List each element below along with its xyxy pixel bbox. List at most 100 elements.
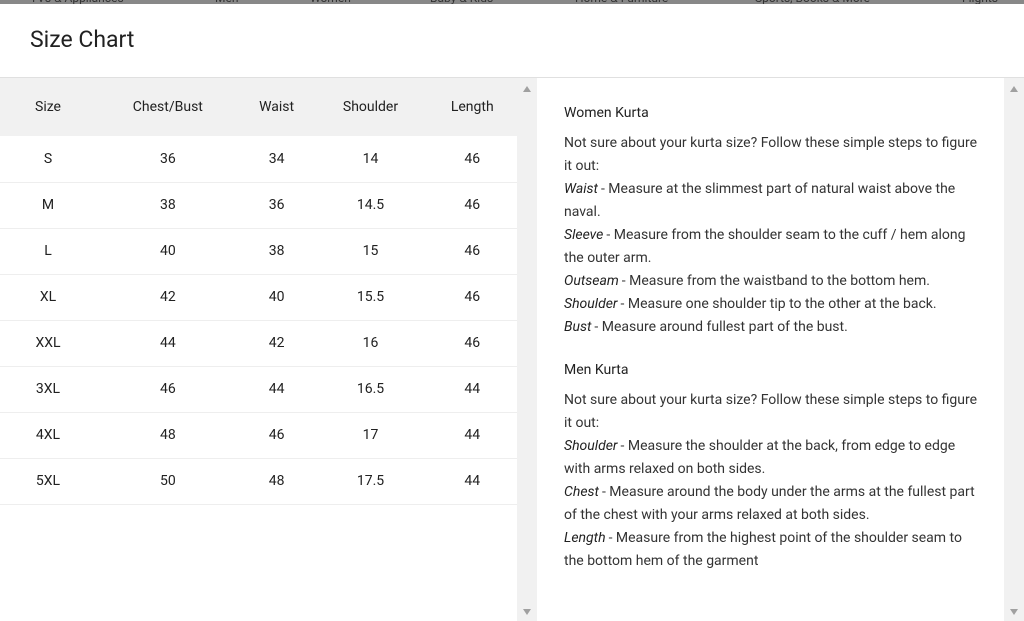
guide-item: Length - Measure from the highest point o… xyxy=(564,527,979,573)
size-table-panel: Size Chest/Bust Waist Shoulder Length S 36 34 14… xyxy=(0,78,517,621)
guide-term: Chest xyxy=(564,484,599,500)
guide-text: - Measure from the waistband to the bott… xyxy=(621,273,930,289)
table-row: M 38 36 14.5 46 xyxy=(0,182,517,229)
table-cell: 46 xyxy=(96,366,240,413)
table-cell: 46 xyxy=(427,136,517,183)
table-cell: 44 xyxy=(427,412,517,459)
guide-term: Sleeve xyxy=(564,227,604,243)
table-cell: 38 xyxy=(96,182,240,229)
table-row: L 40 38 15 46 xyxy=(0,228,517,275)
table-cell: L xyxy=(0,228,96,275)
table-header: Size Chest/Bust Waist Shoulder Length xyxy=(0,78,517,136)
table-cell: 17.5 xyxy=(313,458,428,505)
table-cell: 42 xyxy=(96,274,240,321)
table-cell: M xyxy=(0,182,96,229)
guide-term: Bust xyxy=(564,319,592,335)
guide-item: Bust - Measure around fullest part of the… xyxy=(564,316,979,339)
table-cell: 4XL xyxy=(0,412,96,459)
guide-term: Shoulder xyxy=(564,438,618,454)
guide-term: Length xyxy=(564,530,606,546)
nav-link[interactable]: Flights xyxy=(962,0,998,4)
guide-section: Women Kurta Not sure about your kurta siz… xyxy=(564,102,979,339)
table-row: XL 42 40 15.5 46 xyxy=(0,274,517,321)
scrollbar[interactable] xyxy=(1004,78,1024,621)
guide-text: - Measure from the shoulder seam to the … xyxy=(564,227,966,266)
table-cell: 16 xyxy=(313,320,428,367)
guide-item: Chest - Measure around the body under the… xyxy=(564,481,979,527)
table-row: 5XL 50 48 17.5 44 xyxy=(0,458,517,505)
nav-link[interactable]: Women xyxy=(310,0,351,4)
table-cell: 46 xyxy=(427,320,517,367)
nav-link[interactable]: Men xyxy=(215,0,238,4)
guide-item: Shoulder - Measure the shoulder at the ba… xyxy=(564,435,979,481)
table-cell: 38 xyxy=(239,228,314,275)
table-cell: 44 xyxy=(239,366,314,413)
guide-term: Waist xyxy=(564,181,598,197)
guide-intro: Not sure about your kurta size? Follow t… xyxy=(564,135,978,174)
nav-link[interactable]: Sports, Books & More xyxy=(755,0,870,4)
guide-term: Outseam xyxy=(564,273,619,289)
size-table: Size Chest/Bust Waist Shoulder Length S 36 34 14… xyxy=(0,78,517,505)
table-cell: 3XL xyxy=(0,366,96,413)
table-row: 3XL 46 44 16.5 44 xyxy=(0,366,517,413)
nav-link[interactable]: Baby & Kids xyxy=(430,0,493,4)
guide-item: Sleeve - Measure from the shoulder seam t… xyxy=(564,224,979,270)
column-header: Shoulder xyxy=(313,78,428,136)
nav-link[interactable]: Home & Furniture xyxy=(575,0,668,4)
nav-link[interactable]: TVs & Appliances xyxy=(30,0,124,4)
measure-guide: Women Kurta Not sure about your kurta siz… xyxy=(538,78,1005,621)
table-cell: XXL xyxy=(0,320,96,367)
table-cell: 15 xyxy=(313,228,428,275)
table-cell: 42 xyxy=(239,320,314,367)
table-cell: 40 xyxy=(96,228,240,275)
table-cell: 44 xyxy=(427,458,517,505)
guide-text: - Measure the shoulder at the back, from… xyxy=(564,438,956,477)
table-cell: 48 xyxy=(96,412,240,459)
table-row: 4XL 48 46 17 44 xyxy=(0,412,517,459)
guide-text: - Measure around the body under the arms… xyxy=(564,484,975,523)
table-cell: 36 xyxy=(96,136,240,183)
table-cell: 16.5 xyxy=(313,366,428,413)
table-cell: XL xyxy=(0,274,96,321)
table-cell: 5XL xyxy=(0,458,96,505)
table-cell: 44 xyxy=(427,366,517,413)
guide-text: - Measure from the highest point of the … xyxy=(564,530,962,569)
table-row: S 36 34 14 46 xyxy=(0,136,517,183)
divider xyxy=(0,77,1024,78)
guide-intro: Not sure about your kurta size? Follow t… xyxy=(564,392,978,431)
guide-section: Men Kurta Not sure about your kurta size?… xyxy=(564,359,979,573)
guide-text: - Measure at the slimmest part of natura… xyxy=(564,181,956,220)
table-cell: 34 xyxy=(239,136,314,183)
nav-links: TVs & Appliances Men Women Baby & Kids Home … xyxy=(0,0,1024,4)
guide-item: Outseam - Measure from the waistband to t… xyxy=(564,270,979,293)
modal-title: Size Chart xyxy=(30,26,135,53)
table-cell: 15.5 xyxy=(313,274,428,321)
table-cell: 44 xyxy=(96,320,240,367)
table-cell: 17 xyxy=(313,412,428,459)
guide-title: Men Kurta xyxy=(564,362,629,378)
table-cell: S xyxy=(0,136,96,183)
guide-title: Women Kurta xyxy=(564,105,649,121)
column-header: Size xyxy=(0,78,96,136)
table-cell: 14.5 xyxy=(313,182,428,229)
table-cell: 46 xyxy=(239,412,314,459)
guide-text: - Measure around fullest part of the bus… xyxy=(594,319,848,335)
table-cell: 14 xyxy=(313,136,428,183)
table-cell: 46 xyxy=(427,228,517,275)
table-cell: 48 xyxy=(239,458,314,505)
guide-item: Waist - Measure at the slimmest part of n… xyxy=(564,178,979,224)
column-header: Chest/Bust xyxy=(96,78,240,136)
table-cell: 46 xyxy=(427,182,517,229)
guide-text: - Measure one shoulder tip to the other … xyxy=(620,296,937,312)
top-nav: TVs & Appliances Men Women Baby & Kids Home … xyxy=(0,0,1024,4)
guide-term: Shoulder xyxy=(564,296,618,312)
table-cell: 40 xyxy=(239,274,314,321)
scrollbar[interactable] xyxy=(517,78,537,621)
guide-item: Shoulder - Measure one shoulder tip to th… xyxy=(564,293,979,316)
table-row: XXL 44 42 16 46 xyxy=(0,320,517,367)
table-cell: 36 xyxy=(239,182,314,229)
column-header: Length xyxy=(427,78,517,136)
column-header: Waist xyxy=(239,78,314,136)
table-cell: 46 xyxy=(427,274,517,321)
